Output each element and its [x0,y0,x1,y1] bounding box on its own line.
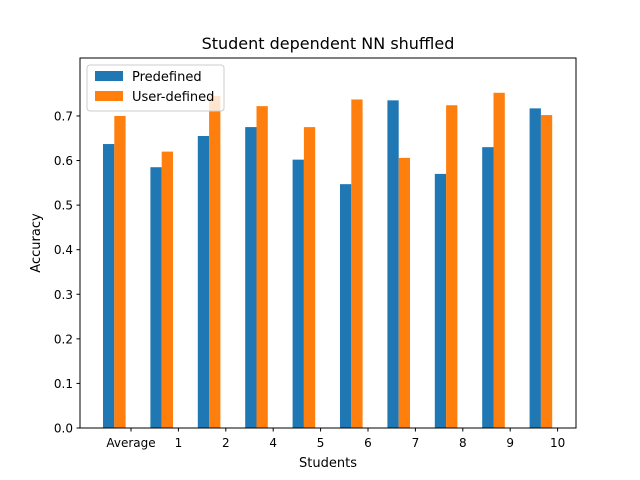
y-tick-label: 0.2 [54,332,73,346]
y-tick-label: 0.1 [54,377,73,391]
bar-predefined-2 [197,136,210,428]
bar-predefined-9 [482,147,494,428]
bar-user-defined-4 [256,106,268,428]
bar-predefined-7 [387,100,399,428]
x-tick-label: 8 [459,436,467,450]
y-tick-label: 0.6 [54,154,73,168]
bar-user-defined-6 [351,99,363,429]
legend-label-user-defined: User-defined [132,90,214,105]
axes-frame [79,57,577,429]
x-tick-label: 10 [550,436,565,450]
bar-predefined-4 [245,127,257,428]
chart-title: Student dependent NN shuffled [202,34,455,53]
bar-predefined-average [103,144,115,429]
legend-swatch-user-defined [95,91,123,101]
x-tick-label: 1 [175,436,183,450]
bar-user-defined-9 [493,92,505,429]
y-axis-label: Accuracy [29,213,44,273]
bar-predefined-5 [292,159,304,428]
y-tick-label: 0.5 [54,199,73,213]
x-tick-label: 2 [222,436,230,450]
bar-user-defined-5 [303,127,316,428]
ticks-layer: Average 1 2 4 5 6 7 8 9 10 0.0 0.1 0.2 0.3 0.4 0.5 0.6 0.… [54,109,565,450]
bar-predefined-6 [340,184,352,428]
legend-label-predefined: Predefined [132,70,202,85]
y-tick-label: 0.3 [54,288,73,302]
bar-user-defined-7 [398,157,410,429]
bar-predefined-8 [434,173,447,428]
bar-predefined-10 [529,108,541,429]
x-tick-label: Average [106,436,155,450]
bar-user-defined-average [114,115,126,428]
bar-user-defined-1 [161,151,173,429]
legend-swatch-predefined [95,71,123,81]
x-tick-label: 4 [269,436,277,450]
bar-user-defined-2 [209,95,221,428]
bars-layer [103,92,553,429]
x-axis-label: Students [299,456,357,471]
bar-predefined-1 [150,167,162,428]
y-tick-label: 0.4 [54,243,73,257]
x-tick-label: 5 [317,436,325,450]
x-tick-label: 9 [506,436,514,450]
x-tick-label: 7 [412,436,420,450]
legend: Predefined User-defined [86,64,225,112]
y-tick-label: 0.7 [54,109,73,123]
bar-user-defined-10 [540,115,553,428]
bar-user-defined-8 [446,105,458,428]
y-tick-label: 0.0 [54,422,73,436]
x-tick-label: 6 [364,436,372,450]
